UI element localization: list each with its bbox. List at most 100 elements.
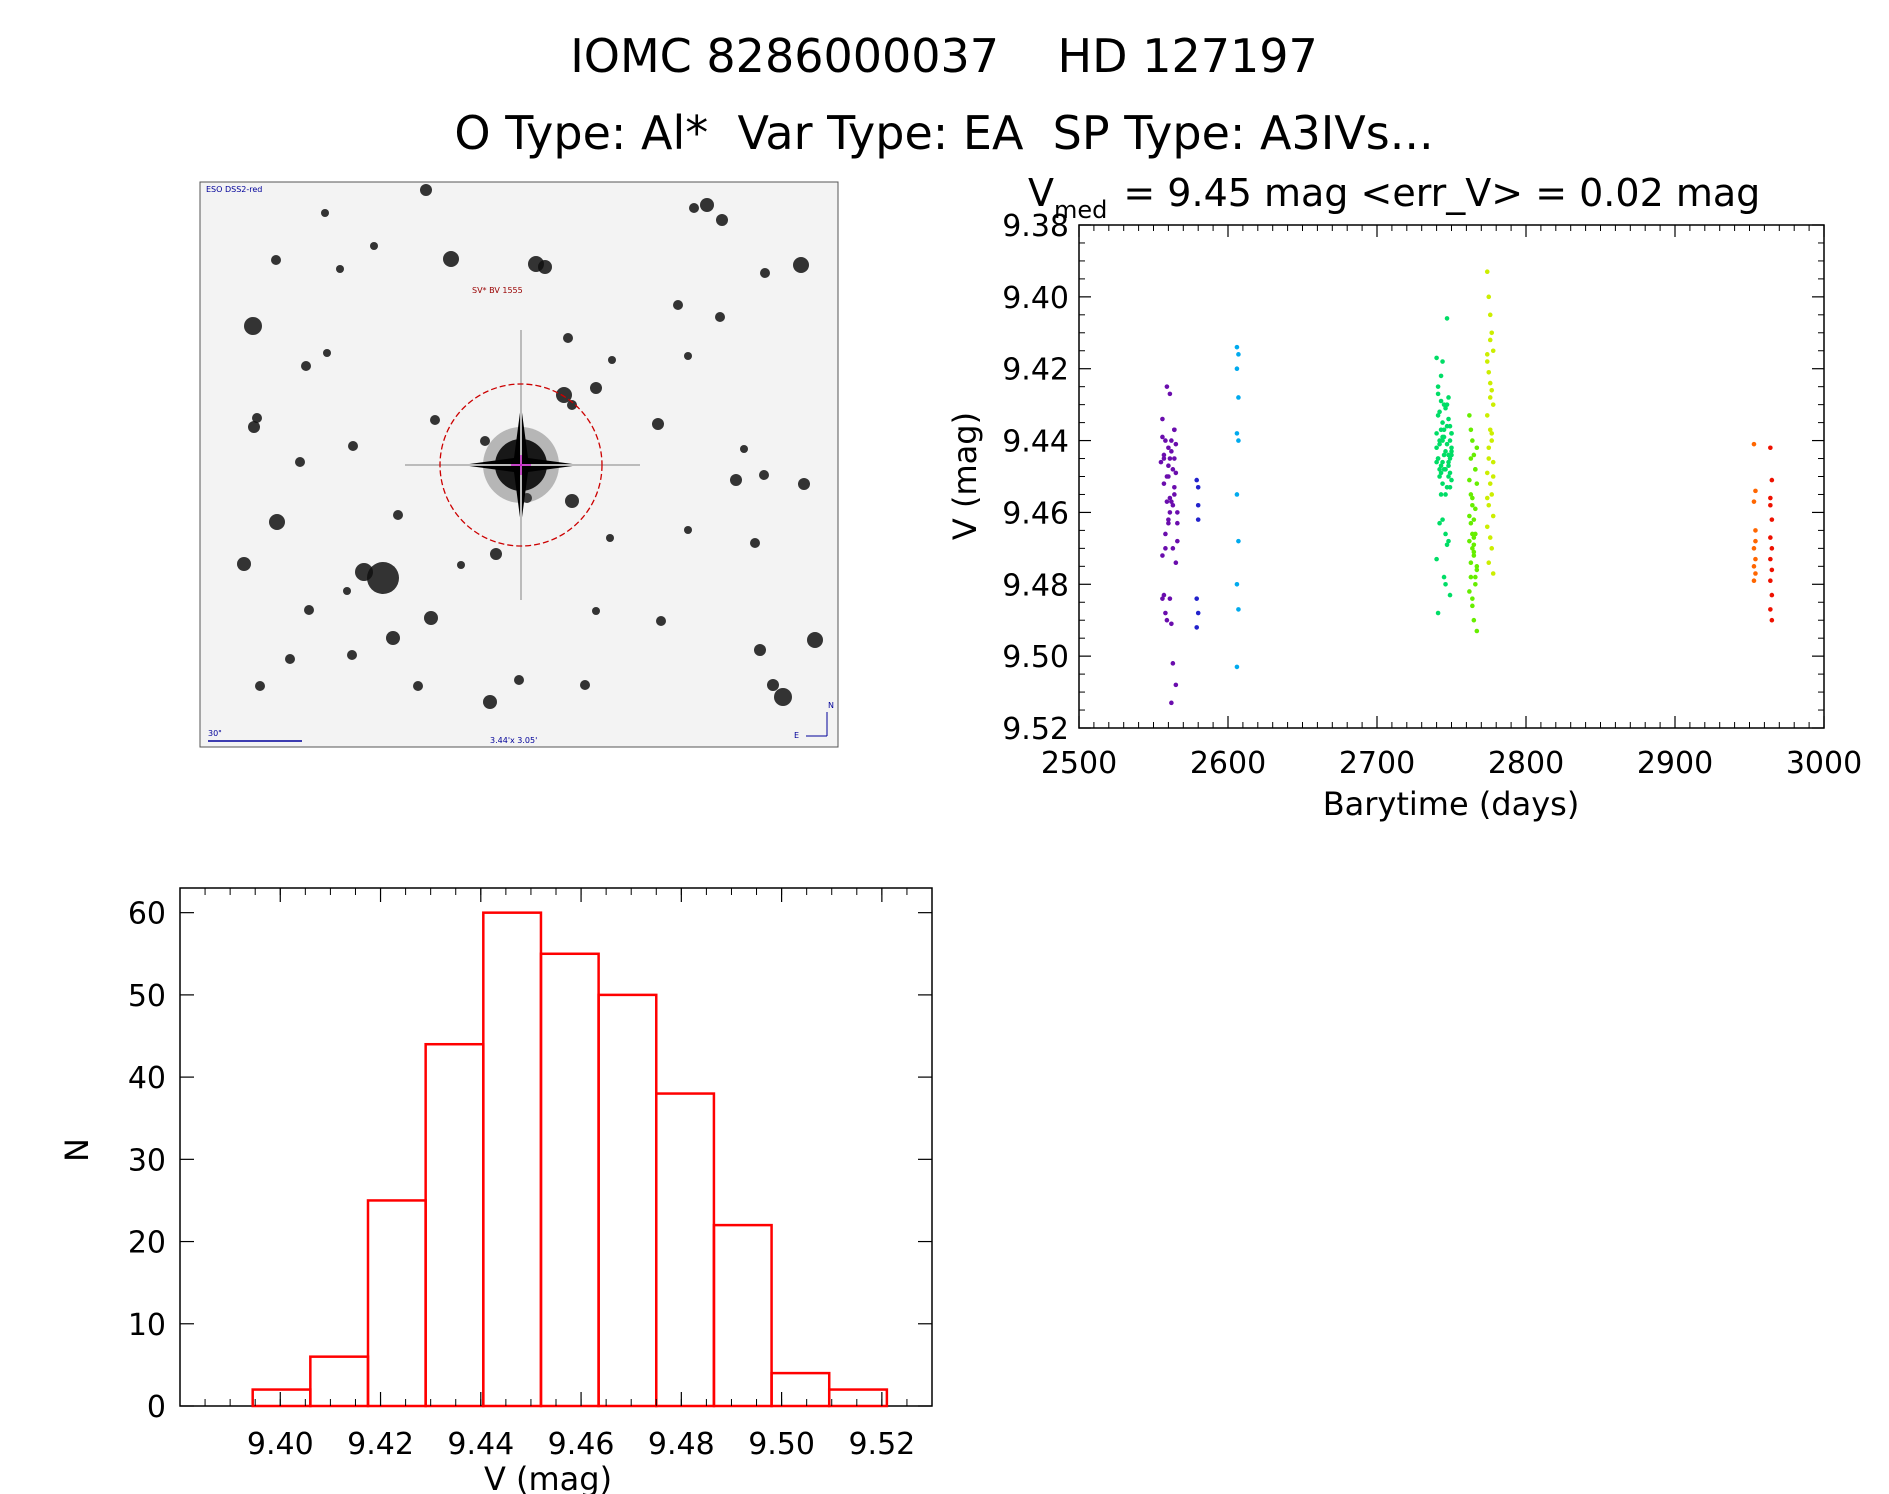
light-curve-point (1449, 452, 1454, 458)
histogram-bar (309, 1355, 370, 1408)
light-curve-point (1236, 538, 1241, 544)
thumbnail-star (424, 611, 438, 625)
light-curve-panel: Vmed = 9.45 mag <err_V> = 0.02 mag 2500 26… (946, 171, 1862, 823)
thumbnail-star (370, 242, 378, 250)
light-curve-point (1167, 495, 1173, 501)
light-curve-point (1172, 456, 1177, 461)
thumbnail-star (684, 352, 692, 360)
light-curve-x-tick-label: 3000 (1786, 746, 1862, 781)
light-curve-point (1444, 542, 1450, 548)
light-curve-point (1234, 581, 1240, 587)
light-curve-point (1161, 452, 1167, 458)
histogram-panel: 9.40 9.42 9.44 9.46 9.48 9.50 9.52 0 10 20 30 40 50 6… (58, 887, 933, 1494)
light-curve-point (1437, 467, 1442, 472)
thumbnail-star (348, 441, 358, 451)
thumbnail-star (271, 255, 281, 265)
light-curve-point (1486, 560, 1492, 566)
thumbnail-star (443, 251, 459, 267)
light-curve-point (1434, 459, 1439, 465)
light-curve-point (1437, 520, 1442, 526)
light-curve-point (1753, 528, 1758, 533)
thumbnail-star (563, 333, 573, 343)
light-curve-point (1484, 352, 1490, 357)
histogram-bar (827, 1388, 889, 1408)
thumbnail-star (715, 312, 725, 322)
light-curve-point (1161, 456, 1167, 461)
thumbnail-star (759, 470, 769, 480)
light-curve-point (1160, 416, 1165, 422)
light-curve-point (1166, 517, 1171, 522)
thumbnail-star (767, 679, 779, 691)
light-curve-point (1487, 481, 1493, 486)
thumbnail-star (608, 356, 616, 364)
light-curve-point (1769, 546, 1775, 551)
light-curve-point (1167, 510, 1173, 515)
light-curve-point (1195, 502, 1201, 508)
light-curve-point (1447, 592, 1453, 598)
light-curve-point (1487, 395, 1493, 400)
thumbnail-star (652, 418, 664, 430)
light-curve-point (1173, 470, 1179, 476)
light-curve-y-axis-label: V (mag) (946, 412, 984, 540)
light-curve-point (1468, 560, 1474, 566)
light-curve-point (1170, 467, 1176, 472)
light-curve-point (1164, 499, 1170, 504)
histogram-bar (712, 1223, 773, 1408)
light-curve-x-tick-label: 2700 (1339, 746, 1415, 781)
light-curve-point (1170, 661, 1176, 666)
histogram-x-tick-label: 9.48 (648, 1427, 715, 1462)
thumbnail-star (656, 616, 666, 626)
light-curve-point (1473, 574, 1478, 580)
light-curve-point (1169, 621, 1174, 627)
light-curve-point (1234, 366, 1240, 372)
light-curve-point (1447, 456, 1453, 461)
light-curve-point (1443, 405, 1448, 411)
light-curve-x-tick-label: 2900 (1637, 746, 1713, 781)
light-curve-point (1467, 477, 1472, 483)
light-curve-point (1438, 492, 1444, 497)
light-curve-point (1437, 438, 1442, 443)
light-curve-point (1169, 449, 1174, 454)
light-curve-point (1440, 434, 1445, 440)
light-curve-point (1236, 607, 1241, 612)
light-curve-point (1440, 420, 1445, 425)
thumbnail-star (413, 681, 423, 691)
light-curve-point (1486, 502, 1492, 508)
light-curve-point (1447, 438, 1453, 443)
light-curve-point (1769, 617, 1775, 623)
light-curve-point (1161, 481, 1167, 486)
light-curve-point (1440, 481, 1445, 486)
histogram-y-tick-label: 10 (128, 1308, 166, 1343)
thumbnail-star (285, 654, 295, 664)
thumbnail-star (590, 382, 602, 394)
histogram-x-tick-label: 9.42 (347, 1427, 414, 1462)
light-curve-point (1444, 441, 1450, 447)
light-curve-point (1489, 330, 1495, 336)
thumbnail-star (336, 265, 344, 273)
light-curve-point (1437, 409, 1442, 415)
light-curve-title-v: V (1028, 171, 1054, 215)
light-curve-point (1468, 492, 1474, 497)
histogram-ticks: 9.40 9.42 9.44 9.46 9.48 9.50 9.52 0 10 20 30 40 50 6… (128, 888, 933, 1462)
light-curve-point (1473, 467, 1478, 472)
histogram-bar (251, 1388, 312, 1408)
light-curve-point (1484, 413, 1490, 418)
histogram-y-tick-label: 30 (128, 1143, 166, 1178)
light-curve-point (1490, 402, 1496, 407)
thumbnail-star (321, 209, 329, 217)
thumbnail-star (490, 548, 502, 560)
histogram-y-tick-label: 40 (128, 1061, 166, 1096)
light-curve-point (1443, 449, 1448, 454)
light-curve-point (1470, 495, 1475, 501)
thumbnail-star (716, 214, 728, 226)
light-curve-point (1169, 438, 1174, 443)
light-curve-point (1471, 517, 1477, 522)
light-curve-point (1435, 391, 1441, 397)
light-curve-point (1163, 438, 1168, 443)
light-curve-point (1487, 535, 1493, 540)
light-curve-point (1170, 546, 1176, 551)
light-curve-point (1446, 416, 1451, 422)
light-curve-point (1768, 502, 1773, 508)
light-curve-points (1158, 269, 1775, 706)
light-curve-y-tick-label: 9.46 (1002, 496, 1069, 531)
